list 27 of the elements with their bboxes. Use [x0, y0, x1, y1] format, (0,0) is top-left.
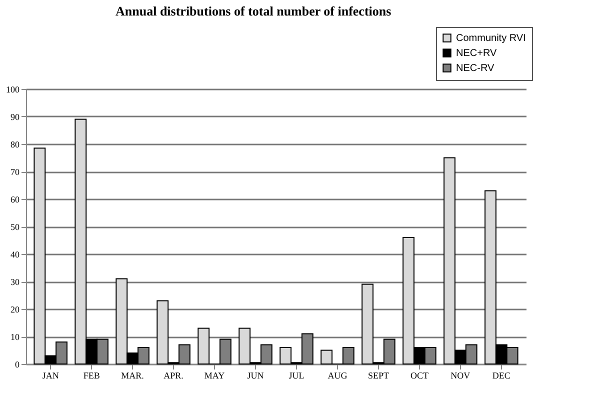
x-tick-label: JUN [247, 370, 264, 380]
x-tick-label: FEB [83, 370, 100, 380]
y-tick-label: 60 [10, 194, 20, 204]
y-tick-label: 90 [10, 112, 20, 122]
y-tick-label: 80 [10, 140, 20, 150]
x-tick-label: MAY [204, 370, 226, 380]
y-tick-label: 40 [10, 250, 20, 260]
x-tick-label: SEPT [368, 370, 390, 380]
legend-label: NEC-RV [456, 63, 494, 74]
y-tick-label: 10 [10, 332, 20, 342]
x-tick-label: APR. [164, 370, 184, 380]
y-tick-label: 50 [10, 222, 20, 232]
x-tick-label: DEC [492, 370, 510, 380]
y-tick-label: 20 [10, 304, 20, 314]
legend-label: NEC+RV [456, 48, 497, 59]
chart-title: Annual distributions of total number of infections [116, 4, 392, 18]
y-tick-label: 70 [10, 167, 20, 177]
x-tick-label: AUG [328, 370, 348, 380]
x-tick-label: JUL [288, 370, 304, 380]
y-tick-label: 100 [6, 84, 20, 94]
x-tick-label: MAR. [121, 370, 144, 380]
y-tick-label: 30 [10, 277, 20, 287]
x-tick-label: NOV [450, 370, 471, 380]
y-tick-label: 0 [15, 360, 20, 370]
x-tick-label: JAN [42, 370, 60, 380]
x-tick-label: OCT [410, 370, 429, 380]
legend-label: Community RVI [456, 33, 526, 44]
